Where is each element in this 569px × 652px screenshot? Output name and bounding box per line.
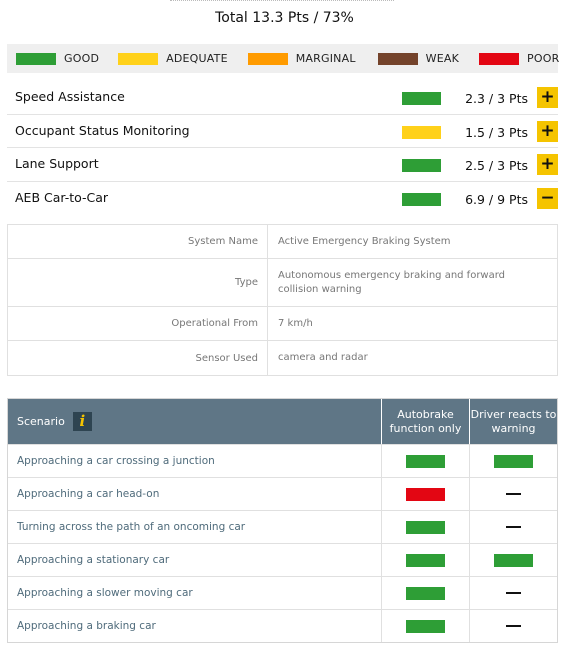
info-row-operational-from: Operational From 7 km/h bbox=[8, 307, 557, 341]
header-autobrake: Autobrake function only bbox=[382, 399, 470, 444]
autobrake-cell bbox=[382, 511, 470, 543]
autobrake-rating bbox=[406, 619, 445, 633]
category-points: 2.3 / 3 Pts bbox=[465, 91, 528, 106]
table-row: Approaching a car crossing a junction bbox=[8, 444, 557, 477]
autobrake-cell bbox=[382, 544, 470, 576]
legend-label: ADEQUATE bbox=[166, 52, 228, 65]
category-name: AEB Car-to-Car bbox=[15, 189, 109, 205]
category-row-occupant-status[interactable]: Occupant Status Monitoring 1.5 / 3 Pts + bbox=[7, 115, 558, 148]
info-row-sensor-used: Sensor Used camera and radar bbox=[8, 341, 557, 375]
driver-rating bbox=[506, 625, 521, 627]
legend-swatch bbox=[247, 52, 288, 65]
legend-label: POOR bbox=[527, 52, 560, 65]
header-scenario: Scenario i bbox=[8, 399, 382, 444]
category-row-lane-support[interactable]: Lane Support 2.5 / 3 Pts + bbox=[7, 148, 558, 182]
info-value: Active Emergency Braking System bbox=[278, 235, 451, 247]
table-row: Approaching a braking car bbox=[8, 609, 557, 642]
header-scenario-label: Scenario bbox=[17, 415, 65, 428]
table-row: Approaching a slower moving car bbox=[8, 576, 557, 609]
legend-item-good: GOOD bbox=[16, 44, 99, 73]
category-name: Lane Support bbox=[15, 156, 99, 171]
info-label: Operational From bbox=[8, 307, 268, 340]
legend-item-marginal: MARGINAL bbox=[247, 44, 356, 73]
info-icon[interactable]: i bbox=[72, 412, 92, 431]
category-name: Speed Assistance bbox=[15, 89, 125, 104]
category-list: Speed Assistance 2.3 / 3 Pts + Occupant … bbox=[7, 81, 558, 215]
scenario-name: Approaching a stationary car bbox=[8, 544, 382, 576]
category-rating-bar bbox=[402, 192, 441, 206]
info-row-system-name: System Name Active Emergency Braking Sys… bbox=[8, 225, 557, 259]
legend-label: MARGINAL bbox=[295, 52, 356, 65]
legend-item-poor: POOR bbox=[479, 44, 559, 73]
autobrake-rating bbox=[406, 454, 445, 468]
table-row: Turning across the path of an oncoming c… bbox=[8, 510, 557, 543]
driver-rating bbox=[506, 526, 521, 528]
expand-icon[interactable]: + bbox=[537, 154, 558, 175]
scenario-table-header: Scenario i Autobrake function only Drive… bbox=[8, 399, 557, 444]
top-divider bbox=[170, 0, 394, 1]
driver-rating bbox=[506, 493, 521, 495]
driver-cell bbox=[470, 577, 557, 609]
category-rating-bar bbox=[402, 92, 441, 105]
info-label: Type bbox=[8, 259, 268, 306]
scenario-name: Approaching a slower moving car bbox=[8, 577, 382, 609]
autobrake-rating bbox=[406, 553, 445, 567]
driver-cell bbox=[470, 511, 557, 543]
table-row: Approaching a car head-on bbox=[8, 477, 557, 510]
driver-rating bbox=[494, 454, 533, 468]
category-points: 6.9 / 9 Pts bbox=[465, 191, 528, 207]
driver-cell bbox=[470, 445, 557, 477]
table-row: Approaching a stationary car bbox=[8, 543, 557, 576]
scenario-name: Approaching a car crossing a junction bbox=[8, 445, 382, 477]
expand-icon[interactable]: + bbox=[537, 87, 558, 108]
scenario-table: Scenario i Autobrake function only Drive… bbox=[7, 398, 558, 643]
autobrake-cell bbox=[382, 610, 470, 642]
legend-item-adequate: ADEQUATE bbox=[118, 44, 228, 73]
autobrake-rating bbox=[406, 520, 445, 534]
driver-cell bbox=[470, 478, 557, 510]
category-rating-bar bbox=[402, 125, 441, 139]
total-score: Total 13.3 Pts / 73% bbox=[215, 10, 354, 26]
legend-label: GOOD bbox=[64, 52, 100, 65]
legend-swatch bbox=[118, 52, 159, 65]
legend-swatch bbox=[479, 52, 520, 65]
info-value: camera and radar bbox=[278, 352, 368, 363]
autobrake-rating bbox=[406, 586, 445, 600]
autobrake-cell bbox=[382, 478, 470, 510]
driver-cell bbox=[470, 610, 557, 642]
system-info-table: System Name Active Emergency Braking Sys… bbox=[7, 224, 558, 376]
rating-legend: GOOD ADEQUATE MARGINAL WEAK POOR bbox=[7, 44, 559, 73]
category-row-speed-assistance[interactable]: Speed Assistance 2.3 / 3 Pts + bbox=[7, 81, 558, 115]
autobrake-cell bbox=[382, 577, 470, 609]
legend-item-weak: WEAK bbox=[377, 44, 460, 73]
info-value: 7 km/h bbox=[278, 317, 313, 329]
category-rating-bar bbox=[402, 159, 441, 172]
category-name: Occupant Status Monitoring bbox=[15, 122, 190, 138]
collapse-icon[interactable]: − bbox=[537, 187, 558, 209]
info-label: System Name bbox=[8, 225, 268, 258]
legend-swatch bbox=[377, 52, 418, 65]
category-points: 2.5 / 3 Pts bbox=[465, 158, 528, 173]
driver-rating bbox=[506, 592, 521, 594]
scenario-name: Turning across the path of an oncoming c… bbox=[8, 511, 382, 543]
scenario-name: Approaching a car head-on bbox=[8, 478, 382, 510]
legend-label: WEAK bbox=[425, 52, 460, 65]
legend-swatch bbox=[16, 52, 56, 65]
info-value: Autonomous emergency braking and forward… bbox=[278, 269, 506, 295]
autobrake-cell bbox=[382, 445, 470, 477]
info-row-type: Type Autonomous emergency braking and fo… bbox=[8, 259, 557, 307]
header-driver-reacts: Driver reacts to warning bbox=[470, 407, 557, 435]
driver-rating bbox=[494, 553, 533, 567]
expand-icon[interactable]: + bbox=[537, 120, 558, 142]
category-row-aeb-car-to-car[interactable]: AEB Car-to-Car 6.9 / 9 Pts − bbox=[7, 182, 558, 216]
driver-cell bbox=[470, 544, 557, 576]
info-label: Sensor Used bbox=[8, 341, 268, 375]
scenario-name: Approaching a braking car bbox=[8, 610, 382, 642]
autobrake-rating bbox=[406, 487, 445, 501]
category-points: 1.5 / 3 Pts bbox=[465, 124, 528, 140]
